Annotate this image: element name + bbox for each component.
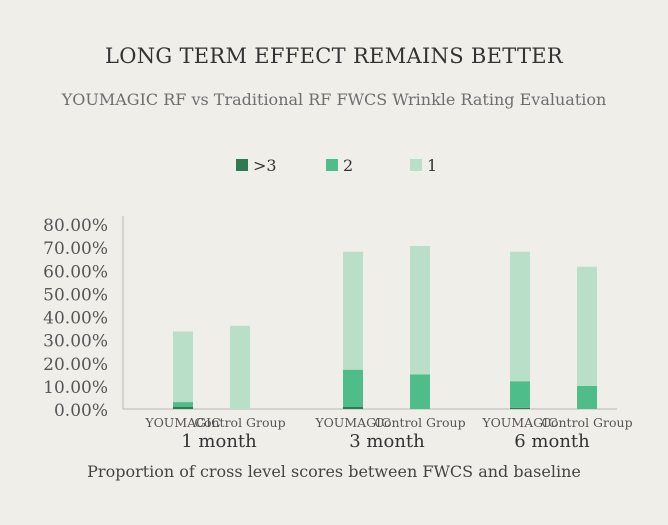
- bar-segment: [230, 325, 250, 409]
- legend-label-3: 1: [427, 156, 437, 175]
- y-tick-label: 40.00%: [43, 309, 108, 329]
- legend-label-1: >3: [253, 156, 277, 175]
- bar-segment: [510, 407, 530, 409]
- bar-segment: [343, 406, 363, 409]
- y-axis-ticks: 0.00% 10.00% 20.00% 30.00% 40.00% 50.00% 60.00…: [43, 216, 108, 421]
- bar-segment: [510, 381, 530, 408]
- bar-segment: [343, 251, 363, 370]
- x-category-label: Control Group: [541, 415, 632, 430]
- x-category-label: Control Group: [194, 415, 285, 430]
- x-category-label: YOUMAGIC: [144, 415, 220, 430]
- x-group-label: 1 month: [181, 431, 257, 452]
- bars: [173, 245, 597, 409]
- y-tick-label: 50.00%: [43, 285, 108, 305]
- bar-segment: [577, 266, 597, 386]
- y-tick-label: 70.00%: [43, 239, 108, 259]
- x-group-label: 3 month: [349, 431, 425, 452]
- bar-segment: [410, 245, 430, 375]
- legend: >3 2 1: [236, 156, 437, 175]
- bar-segment: [343, 369, 363, 407]
- chart-title: LONG TERM EFFECT REMAINS BETTER: [104, 44, 563, 68]
- legend-swatch-3: [410, 159, 422, 171]
- y-tick-label: 60.00%: [43, 262, 108, 282]
- y-tick-label: 80.00%: [43, 216, 108, 236]
- chart-subtitle: YOUMAGIC RF vs Traditional RF FWCS Wrink…: [61, 90, 607, 109]
- bar-segment: [577, 385, 597, 409]
- x-group-label: 6 month: [514, 431, 590, 452]
- x-category-label: YOUMAGIC: [314, 415, 390, 430]
- y-tick-label: 30.00%: [43, 332, 108, 352]
- legend-swatch-2: [326, 159, 338, 171]
- x-category-label: Control Group: [374, 415, 465, 430]
- x-axis-caption: Proportion of cross level scores between…: [87, 462, 581, 481]
- y-tick-label: 20.00%: [43, 355, 108, 375]
- bar-segment: [173, 331, 193, 403]
- legend-swatch-1: [236, 159, 248, 171]
- y-tick-label: 0.00%: [54, 401, 108, 421]
- legend-label-2: 2: [343, 156, 353, 175]
- bar-segment: [510, 251, 530, 382]
- y-tick-label: 10.00%: [43, 378, 108, 398]
- x-category-label: YOUMAGIC: [481, 415, 557, 430]
- bar-segment: [173, 402, 193, 407]
- bar-segment: [410, 374, 430, 409]
- bar-segment: [173, 406, 193, 409]
- axes: [122, 216, 617, 410]
